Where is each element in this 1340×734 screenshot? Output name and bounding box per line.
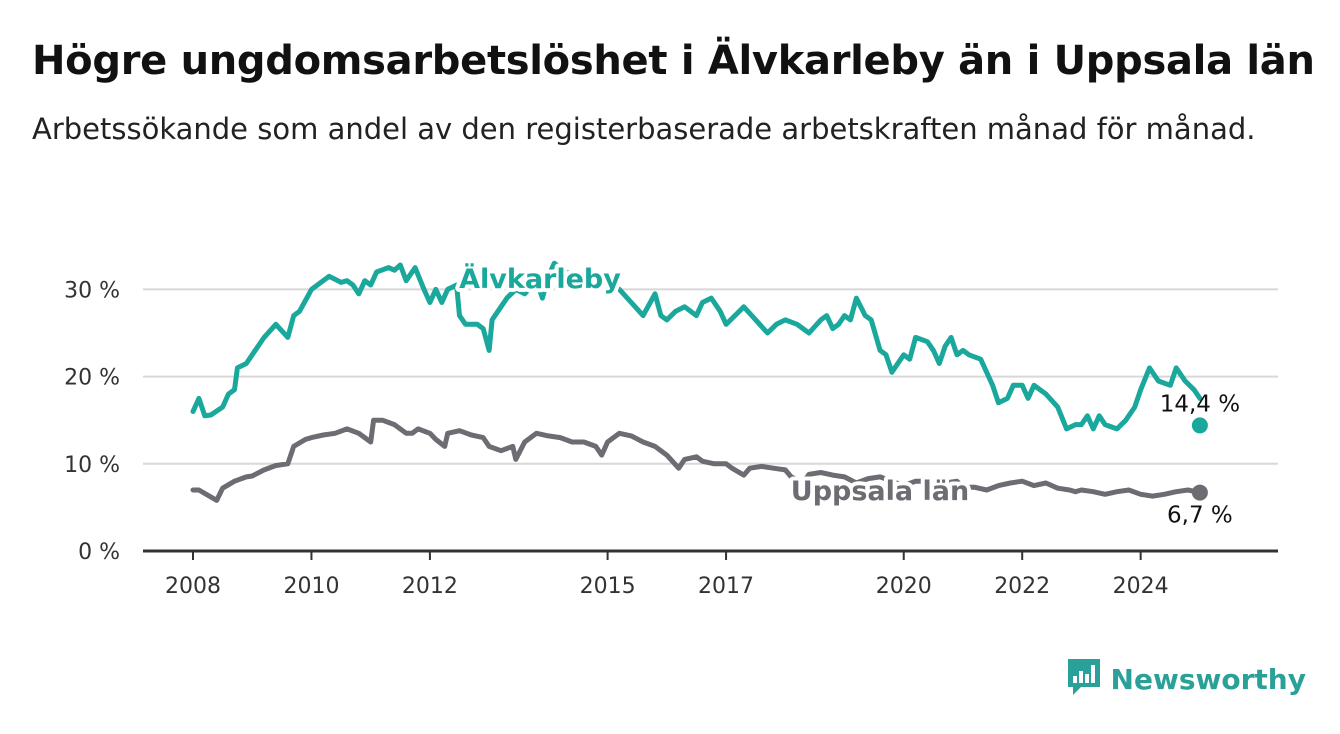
series-label-halo: Uppsala län <box>791 476 969 507</box>
series-label-halo: Älvkarleby <box>459 263 621 295</box>
end-value-label-uppsala-lan: 6,7 % <box>1167 503 1233 529</box>
brand-name: Newsworthy <box>1110 662 1306 696</box>
y-tick-label: 0 % <box>78 540 120 565</box>
x-tick-label: 2010 <box>283 574 339 599</box>
series-line-uppsala-lan <box>190 417 1203 503</box>
x-tick-label: 2012 <box>402 574 458 599</box>
x-tick-label: 2020 <box>876 574 932 599</box>
x-tick-label: 2008 <box>165 574 221 599</box>
bar-chart-speech-bubble-icon <box>1065 656 1103 702</box>
line-chart: 0 % 10 % 20 % 30 % 2008 2010 2012 2015 2017 2020 2… <box>64 259 1278 599</box>
end-value-label-alvkarleby: 14,4 % <box>1160 391 1240 417</box>
end-point-marker-alvkarleby <box>1191 417 1208 434</box>
series-label-alvkarleby: Älvkarleby <box>459 263 621 295</box>
x-tick-label: 2022 <box>994 574 1050 599</box>
axis-layer: 0 % 10 % 20 % 30 % 2008 2010 2012 2015 2017 2020 2… <box>64 278 1278 599</box>
y-tick-label: 10 % <box>64 453 120 478</box>
series-line-alvkarleby <box>190 260 1203 432</box>
end-point-marker-uppsala-lan <box>1191 484 1208 501</box>
newsworthy-brand: Newsworthy <box>1065 656 1306 702</box>
series-label-uppsala-lan: Uppsala län <box>791 476 969 507</box>
y-tick-label: 30 % <box>64 278 120 303</box>
x-tick-label: 2024 <box>1113 574 1169 599</box>
x-tick-label: 2017 <box>698 574 754 599</box>
line-layer <box>190 260 1208 503</box>
x-tick-label: 2015 <box>580 574 636 599</box>
chart-title: Högre ungdomsarbetslöshet i Älvkarleby ä… <box>32 38 1315 84</box>
chart-subtitle: Arbetssökande som andel av den registerb… <box>32 112 1256 146</box>
y-tick-label: 20 % <box>64 366 120 391</box>
